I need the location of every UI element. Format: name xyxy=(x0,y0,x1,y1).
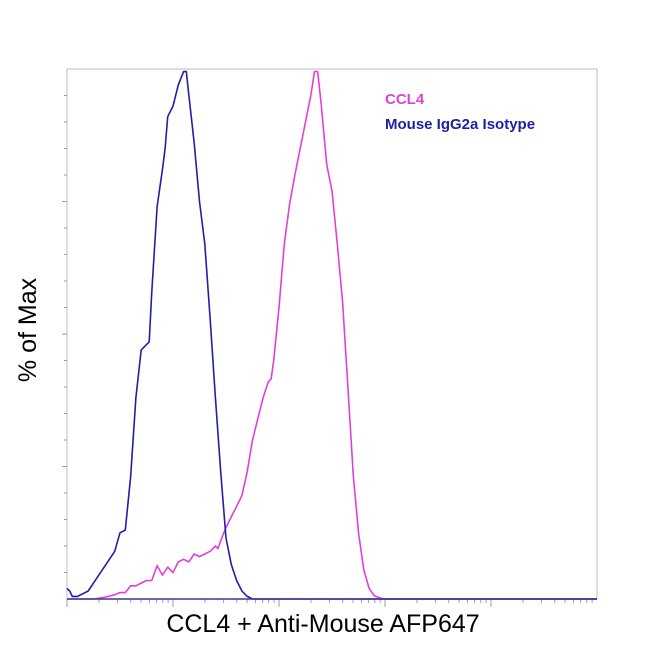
y-axis-label: % of Max xyxy=(14,277,42,382)
legend: CCL4 Mouse IgG2a Isotype xyxy=(385,91,535,133)
series-line-ccl4 xyxy=(67,70,597,600)
legend-entry-isotype: Mouse IgG2a Isotype xyxy=(385,116,535,133)
x-axis-label: CCL4 + Anti-Mouse AFP647 xyxy=(166,610,479,638)
y-axis-ticks xyxy=(62,95,67,573)
legend-entry-ccl4: CCL4 xyxy=(385,91,425,108)
series-line-isotype xyxy=(66,70,597,600)
x-axis-ticks xyxy=(66,599,593,607)
series-lines xyxy=(66,70,597,600)
plot-area xyxy=(66,68,598,600)
